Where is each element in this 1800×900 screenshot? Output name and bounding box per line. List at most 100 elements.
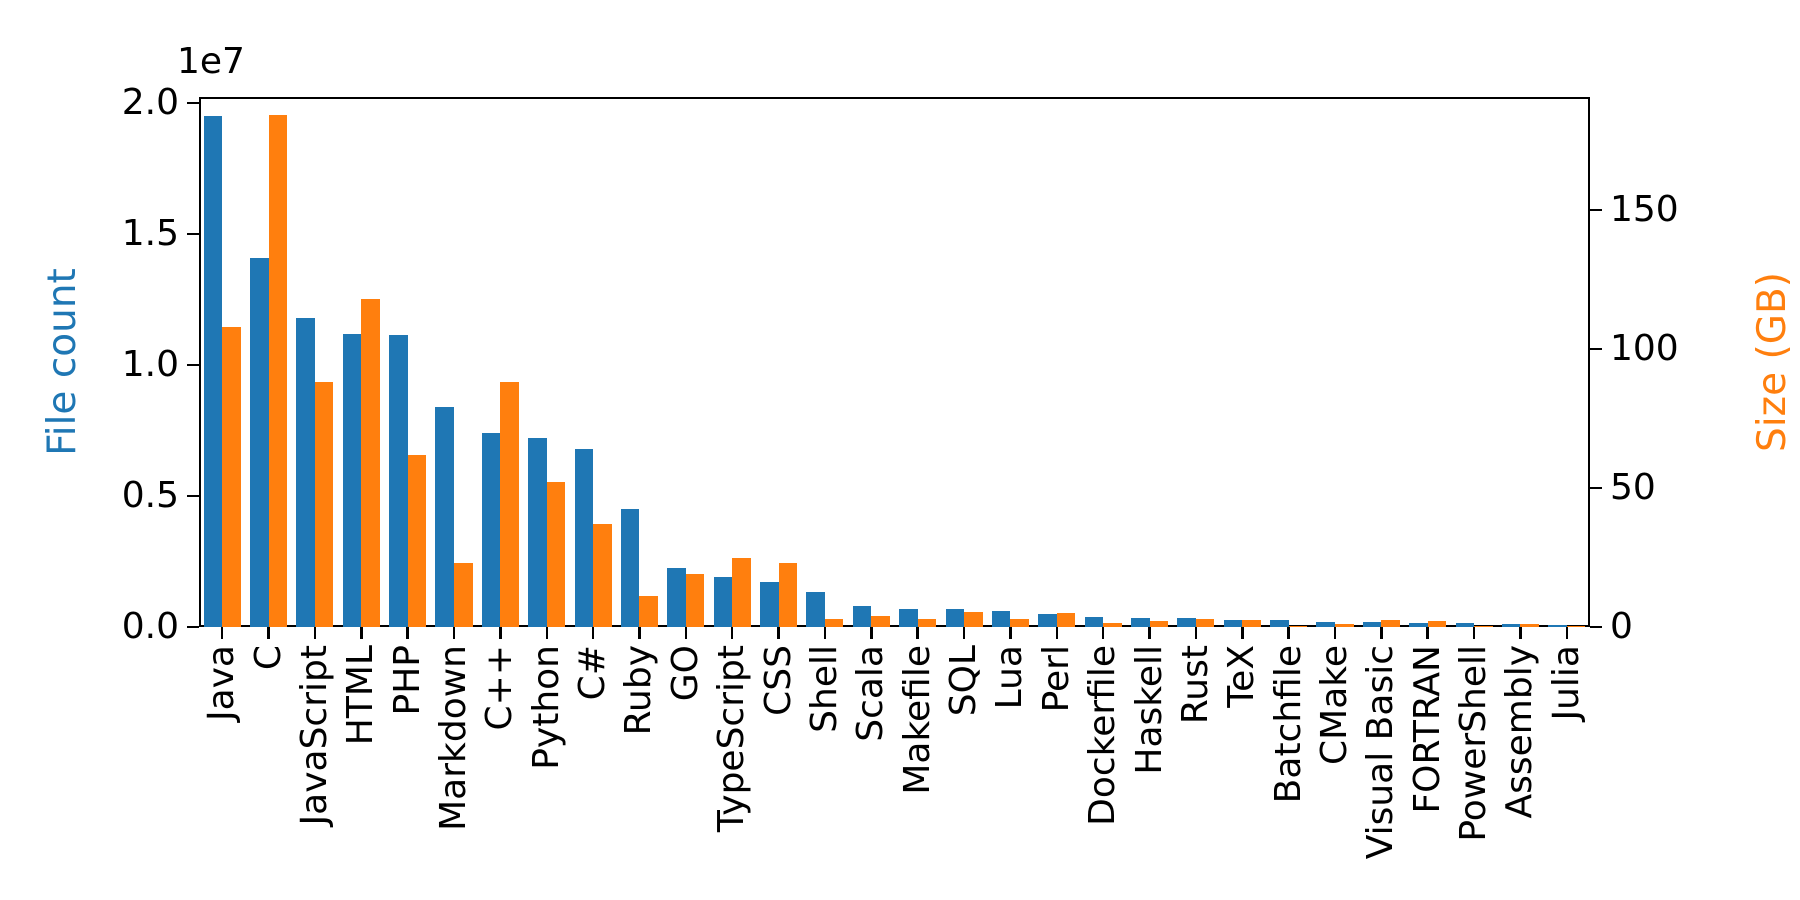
x-tick-mark: [267, 627, 270, 639]
bar-file-count: [1130, 618, 1150, 627]
x-tick-label: Makefile: [896, 645, 938, 795]
bar-file-count: [203, 116, 223, 627]
x-tick-mark: [1194, 627, 1198, 639]
bar-size-gb: [500, 382, 519, 627]
bar-file-count: [481, 433, 501, 627]
x-tick-label: GO: [664, 645, 706, 702]
bar-size-gb: [1195, 618, 1215, 627]
bar-file-count: [945, 608, 965, 627]
bar-size-gb: [1381, 620, 1400, 627]
x-tick-mark: [1472, 627, 1476, 639]
x-tick-label: Batchfile: [1267, 645, 1309, 804]
left-y-tick-label: 1.0: [121, 344, 179, 385]
right-y-tick-mark: [1590, 486, 1602, 490]
x-tick-label: PHP: [386, 645, 428, 716]
left-y-tick-label: 2.0: [121, 82, 179, 123]
bar-file-count: [528, 438, 547, 627]
right-y-tick-mark: [1590, 208, 1602, 212]
x-tick-mark: [452, 627, 456, 639]
bar-file-count: [250, 257, 269, 627]
x-tick-mark: [545, 627, 548, 639]
bar-size-gb: [1474, 625, 1493, 627]
x-tick-label: FORTRAN: [1406, 645, 1448, 814]
bar-size-gb: [1103, 622, 1122, 627]
x-tick-label: SQL: [943, 645, 985, 717]
bar-file-count: [1270, 620, 1289, 627]
x-tick-label: Lua: [989, 645, 1031, 710]
x-tick-mark: [1101, 627, 1105, 639]
left-y-tick-label: 0.0: [121, 606, 179, 647]
bar-size-gb: [1242, 620, 1261, 627]
bar-file-count: [435, 406, 454, 627]
x-tick-mark: [777, 627, 780, 639]
x-tick-mark: [730, 627, 734, 639]
bar-file-count: [1316, 622, 1335, 627]
x-tick-mark: [1333, 627, 1337, 639]
x-tick-label: Ruby: [618, 645, 660, 736]
bar-file-count: [1038, 613, 1057, 627]
bar-file-count: [389, 334, 408, 627]
bar-size-gb: [1520, 624, 1539, 627]
x-tick-label: TeX: [1221, 645, 1263, 708]
bar-size-gb: [639, 596, 658, 627]
x-tick-mark: [1426, 627, 1429, 639]
x-tick-mark: [1241, 627, 1244, 639]
x-tick-mark: [1380, 627, 1383, 639]
bar-size-gb: [824, 618, 844, 627]
bar-file-count: [899, 608, 918, 627]
right-y-tick-mark: [1590, 347, 1602, 351]
right-y-tick-label: 150: [1610, 189, 1679, 230]
bar-size-gb: [1010, 618, 1029, 627]
bar-size-gb: [732, 557, 751, 627]
left-y-tick-mark: [187, 625, 199, 629]
y-axis-offset-text: 1e7: [177, 41, 245, 82]
x-tick-mark: [1565, 627, 1569, 639]
bar-file-count: [1084, 617, 1104, 627]
bar-file-count: [620, 509, 640, 627]
bar-file-count: [1548, 625, 1567, 627]
right-y-tick-mark: [1590, 625, 1602, 629]
x-tick-label: TypeScript: [711, 645, 753, 833]
bar-file-count: [342, 333, 362, 627]
right-y-tick-label: 100: [1610, 328, 1679, 369]
left-y-tick-mark: [187, 494, 199, 498]
bar-file-count: [574, 448, 594, 627]
x-tick-mark: [638, 627, 641, 639]
bar-file-count: [1409, 622, 1428, 627]
bar-file-count: [296, 317, 315, 627]
x-tick-mark: [591, 627, 595, 639]
bar-size-gb: [1566, 625, 1586, 627]
x-tick-mark: [1148, 627, 1151, 639]
left-y-tick-label: 0.5: [121, 475, 179, 516]
x-tick-mark: [916, 627, 919, 639]
x-tick-mark: [870, 627, 873, 639]
bar-file-count: [1455, 622, 1475, 627]
x-tick-mark: [360, 627, 363, 639]
x-tick-mark: [684, 627, 688, 639]
x-tick-label: Visual Basic: [1360, 645, 1402, 860]
bar-size-gb: [314, 382, 334, 627]
bar-size-gb: [685, 574, 705, 627]
x-tick-mark: [1009, 627, 1012, 639]
bar-size-gb: [1149, 621, 1169, 627]
bar-size-gb: [268, 115, 288, 627]
x-tick-label: Haskell: [1128, 645, 1170, 775]
bar-size-gb: [454, 563, 473, 627]
bar-size-gb: [593, 524, 612, 627]
x-tick-label: Markdown: [433, 645, 475, 831]
x-tick-label: CSS: [757, 645, 799, 716]
x-tick-label: Rust: [1174, 645, 1216, 725]
x-tick-mark: [962, 627, 966, 639]
bar-file-count: [806, 591, 825, 627]
x-tick-label: C++: [479, 645, 521, 731]
x-tick-label: JavaScript: [293, 645, 335, 826]
x-tick-label: Assembly: [1499, 645, 1541, 819]
bar-file-count: [760, 582, 779, 627]
x-tick-label: Java: [201, 645, 243, 722]
bar-size-gb: [917, 618, 937, 627]
bar-size-gb: [1288, 625, 1308, 627]
left-axis-title: File count: [40, 268, 85, 456]
bar-file-count: [1223, 619, 1243, 627]
bar-size-gb: [1427, 621, 1447, 627]
x-tick-label: C#: [572, 645, 614, 701]
